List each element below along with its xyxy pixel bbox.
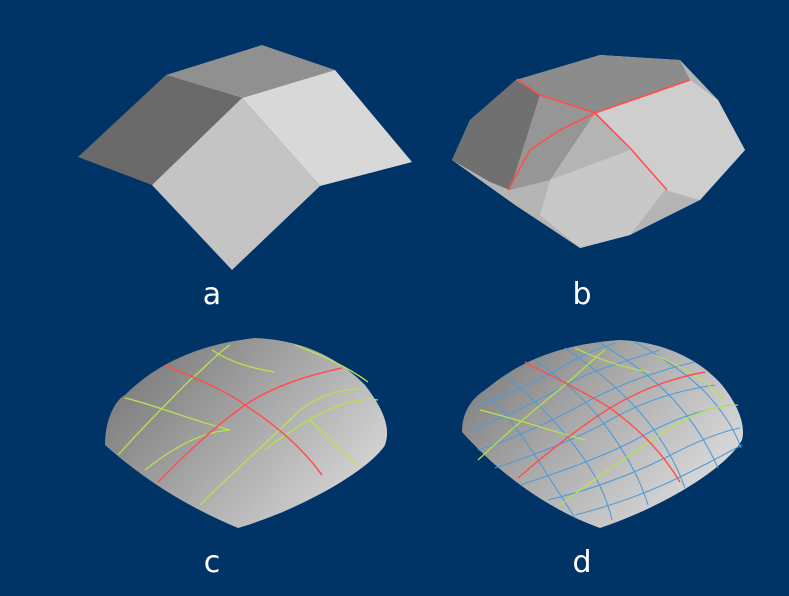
mesh-a-face-back-left — [78, 75, 242, 185]
mesh-b-light-right — [595, 80, 745, 200]
mesh-c-yellow-edge-4 — [117, 344, 231, 456]
mesh-d-yellow-edge-2 — [574, 347, 651, 373]
mesh-c-surface — [105, 338, 388, 528]
mesh-b-light-front — [540, 150, 665, 248]
mesh-c-yellow-edge-8 — [309, 419, 359, 466]
mesh-d-blue-edge-8 — [504, 374, 613, 521]
mesh-b-shade-back — [516, 55, 690, 113]
mesh-d-blue-edge-6 — [547, 427, 741, 501]
mesh-a-face-front-left — [152, 98, 320, 270]
mesh-d-blue-edge-4 — [494, 384, 716, 469]
panel-d-subdivision-3 — [462, 340, 744, 528]
mesh-d-yellow-edge-3 — [477, 349, 606, 461]
panel-a-control-mesh — [78, 45, 412, 270]
panel-c-subdivision-2 — [105, 338, 388, 528]
panel-label-b: b — [572, 277, 592, 312]
mesh-c-red-edge-2 — [157, 367, 343, 483]
mesh-a-face-front-right — [242, 70, 412, 186]
panel-label-c: c — [203, 545, 221, 580]
mesh-b-shade-left — [452, 80, 540, 190]
mesh-b-shade-mid — [510, 95, 595, 190]
mesh-c-yellow-edge-7 — [144, 429, 231, 471]
mesh-d-blue-edge-1 — [477, 342, 616, 406]
mesh-d-blue-edge-5 — [519, 404, 731, 486]
mesh-d-blue-edge-12 — [634, 341, 742, 449]
mesh-d-yellow-edge-1 — [479, 409, 586, 441]
mesh-c-yellow-edge-5 — [199, 387, 361, 506]
panel-label-d: d — [572, 545, 592, 580]
panel-b-subdivision-1 — [452, 55, 745, 248]
mesh-c-yellow-edge-3 — [294, 344, 369, 383]
mesh-d-red-edge-2 — [517, 371, 706, 479]
mesh-d-blue-edge-7 — [574, 444, 743, 516]
mesh-a-face-back-right — [166, 45, 335, 98]
mesh-d-blue-edge-11 — [597, 341, 719, 469]
mesh-d-blue-edge-2 — [469, 349, 661, 431]
mesh-d-surface — [462, 340, 744, 528]
mesh-d-blue-edge-3 — [477, 361, 696, 451]
mesh-d-yellow-edge-5 — [654, 354, 726, 401]
panel-label-a: a — [202, 277, 222, 312]
mesh-d-blue-edge-9 — [534, 359, 649, 506]
mesh-d-yellow-edge-4 — [559, 404, 739, 506]
mesh-b-edge-2 — [507, 79, 691, 191]
mesh-c-yellow-edge-2 — [211, 349, 276, 373]
